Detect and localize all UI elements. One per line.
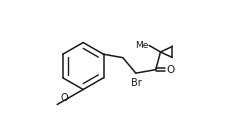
Text: O: O: [60, 93, 68, 103]
Text: O: O: [166, 65, 175, 75]
Text: Me: Me: [135, 41, 148, 50]
Text: Br: Br: [131, 78, 142, 88]
